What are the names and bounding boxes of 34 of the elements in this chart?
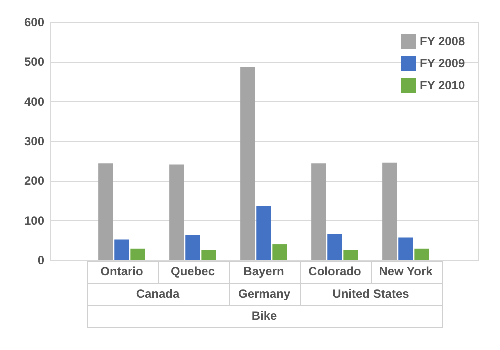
y-tick-label: 600 [24, 16, 45, 30]
y-tick-label: 0 [38, 254, 45, 268]
bar [312, 164, 326, 260]
bar [272, 244, 288, 260]
y-tick-label: 100 [24, 214, 45, 228]
bar [130, 248, 146, 260]
y-tick-label: 400 [24, 94, 45, 109]
x-tick-label: Colorado [308, 264, 362, 278]
bar [98, 164, 114, 260]
x-tick-label: Ontario [100, 264, 144, 278]
bar [328, 234, 342, 260]
bar [414, 248, 430, 260]
text: Canada [86, 283, 230, 306]
bar [202, 250, 216, 260]
text: Bike [86, 305, 442, 328]
y-tick-label: 200 [24, 174, 45, 188]
legend-label: FY 2008 [420, 34, 466, 48]
bar [256, 206, 272, 260]
y-tick-label: 300 [24, 134, 45, 148]
bar [186, 235, 200, 260]
x-tick-label: Bayern [244, 264, 284, 278]
y-tick-label: 500 [24, 55, 45, 70]
x-tick-label: New York [379, 264, 434, 278]
x-tick-label: Quebec [170, 264, 216, 278]
legend-label: FY 2010 [420, 78, 466, 92]
bar [398, 238, 414, 260]
bar [114, 240, 130, 260]
text: United States [300, 283, 442, 306]
bar [170, 164, 184, 260]
bar [382, 162, 398, 260]
text: Germany [228, 283, 300, 306]
legend-label: FY 2009 [420, 56, 466, 70]
bar [344, 250, 358, 260]
bar [240, 67, 256, 260]
